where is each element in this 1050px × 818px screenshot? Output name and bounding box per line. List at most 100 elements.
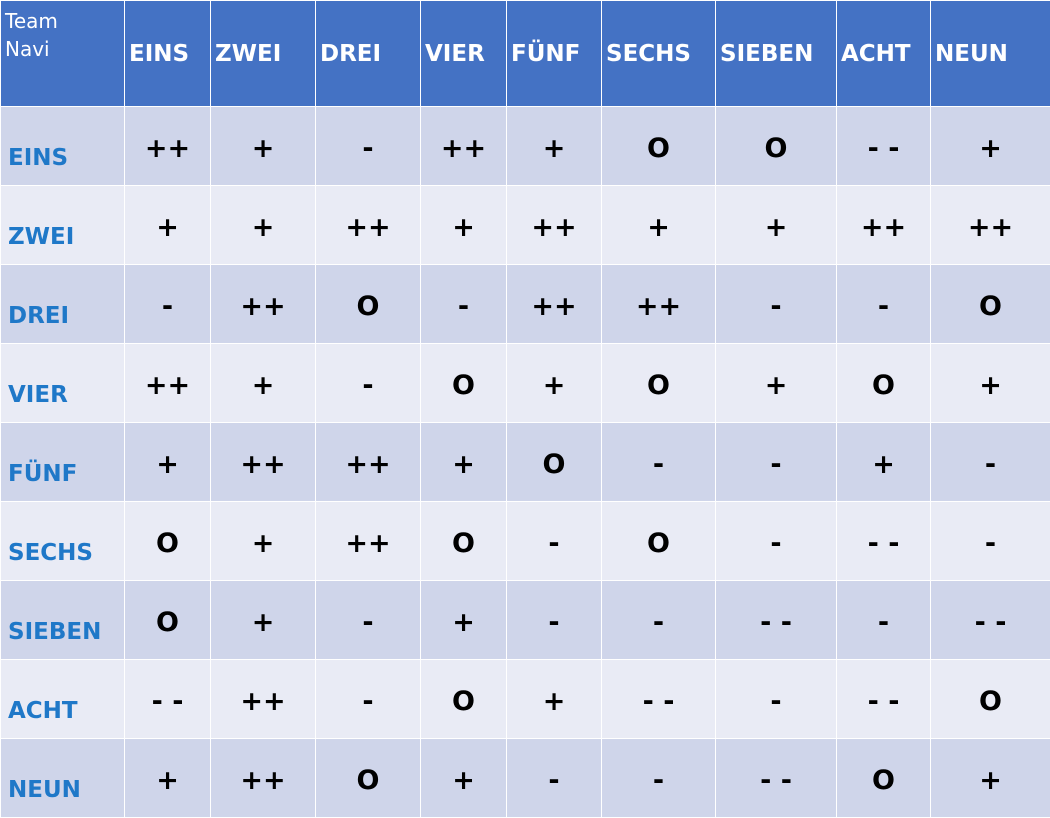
- rating-cell: +: [507, 344, 602, 423]
- table-row: ACHT- -++-O+- --- -O: [1, 660, 1050, 739]
- column-header: ACHT: [837, 1, 931, 107]
- rating-cell: ++: [316, 423, 421, 502]
- rating-cell: -: [316, 344, 421, 423]
- column-header: SECHS: [602, 1, 716, 107]
- rating-cell: ++: [931, 186, 1050, 265]
- rating-cell: - -: [602, 660, 716, 739]
- rating-cell: ++: [211, 660, 316, 739]
- corner-label-line1: Team: [5, 9, 58, 33]
- rating-cell: +: [931, 107, 1050, 186]
- rating-cell: +: [211, 107, 316, 186]
- rating-cell: - -: [125, 660, 211, 739]
- rating-cell: +: [421, 186, 507, 265]
- table-row: ZWEI+++++++++++++: [1, 186, 1050, 265]
- rating-cell: ++: [602, 265, 716, 344]
- row-header: VIER: [1, 344, 125, 423]
- corner-header-cell: Team Navi: [1, 1, 125, 107]
- rating-cell: ++: [316, 186, 421, 265]
- column-header: NEUN: [931, 1, 1050, 107]
- rating-cell: ++: [211, 265, 316, 344]
- rating-cell: -: [602, 423, 716, 502]
- rating-cell: - -: [716, 739, 837, 818]
- rating-cell: +: [716, 186, 837, 265]
- corner-label-line2: Navi: [5, 37, 50, 61]
- rating-cell: O: [421, 660, 507, 739]
- rating-cell: - -: [716, 581, 837, 660]
- rating-cell: -: [602, 739, 716, 818]
- rating-cell: +: [421, 739, 507, 818]
- rating-cell: O: [716, 107, 837, 186]
- rating-cell: +: [507, 660, 602, 739]
- table-row: FÜNF++++++O--+-: [1, 423, 1050, 502]
- rating-cell: -: [316, 581, 421, 660]
- row-header: ZWEI: [1, 186, 125, 265]
- rating-cell: -: [837, 265, 931, 344]
- rating-cell: O: [837, 739, 931, 818]
- rating-cell: -: [931, 502, 1050, 581]
- row-header: NEUN: [1, 739, 125, 818]
- rating-cell: O: [125, 581, 211, 660]
- row-header: FÜNF: [1, 423, 125, 502]
- rating-cell: +: [931, 739, 1050, 818]
- rating-cell: ++: [837, 186, 931, 265]
- rating-cell: ++: [125, 344, 211, 423]
- rating-cell: +: [125, 423, 211, 502]
- column-header: FÜNF: [507, 1, 602, 107]
- rating-cell: -: [716, 502, 837, 581]
- rating-cell: -: [421, 265, 507, 344]
- column-header: EINS: [125, 1, 211, 107]
- rating-cell: +: [602, 186, 716, 265]
- rating-cell: +: [125, 186, 211, 265]
- column-header: ZWEI: [211, 1, 316, 107]
- rating-cell: ++: [211, 739, 316, 818]
- rating-cell: ++: [125, 107, 211, 186]
- rating-cell: -: [125, 265, 211, 344]
- row-header: EINS: [1, 107, 125, 186]
- rating-cell: -: [316, 660, 421, 739]
- rating-cell: -: [507, 739, 602, 818]
- rating-cell: ++: [316, 502, 421, 581]
- rating-cell: O: [421, 344, 507, 423]
- rating-cell: -: [602, 581, 716, 660]
- rating-cell: -: [716, 265, 837, 344]
- rating-cell: +: [931, 344, 1050, 423]
- rating-cell: O: [602, 344, 716, 423]
- rating-cell: +: [211, 344, 316, 423]
- row-header: SECHS: [1, 502, 125, 581]
- rating-cell: ++: [507, 265, 602, 344]
- header-row: Team Navi EINS ZWEI DREI VIER FÜNF SECHS…: [1, 1, 1050, 107]
- rating-cell: +: [211, 502, 316, 581]
- rating-cell: O: [931, 660, 1050, 739]
- rating-cell: -: [837, 581, 931, 660]
- rating-cell: - -: [837, 107, 931, 186]
- rating-cell: +: [211, 581, 316, 660]
- rating-cell: +: [211, 186, 316, 265]
- table-row: DREI-++O-++++--O: [1, 265, 1050, 344]
- row-header: ACHT: [1, 660, 125, 739]
- rating-cell: O: [316, 739, 421, 818]
- column-header: SIEBEN: [716, 1, 837, 107]
- table-row: VIER+++-O+O+O+: [1, 344, 1050, 423]
- rating-cell: O: [602, 107, 716, 186]
- rating-cell: O: [507, 423, 602, 502]
- rating-cell: ++: [507, 186, 602, 265]
- rating-cell: O: [421, 502, 507, 581]
- rating-cell: O: [931, 265, 1050, 344]
- row-header: DREI: [1, 265, 125, 344]
- column-header: VIER: [421, 1, 507, 107]
- rating-cell: - -: [837, 660, 931, 739]
- rating-cell: -: [931, 423, 1050, 502]
- rating-cell: O: [316, 265, 421, 344]
- rating-cell: +: [421, 581, 507, 660]
- rating-cell: ++: [211, 423, 316, 502]
- rating-cell: ++: [421, 107, 507, 186]
- rating-cell: O: [602, 502, 716, 581]
- rating-cell: - -: [837, 502, 931, 581]
- rating-cell: - -: [931, 581, 1050, 660]
- row-header: SIEBEN: [1, 581, 125, 660]
